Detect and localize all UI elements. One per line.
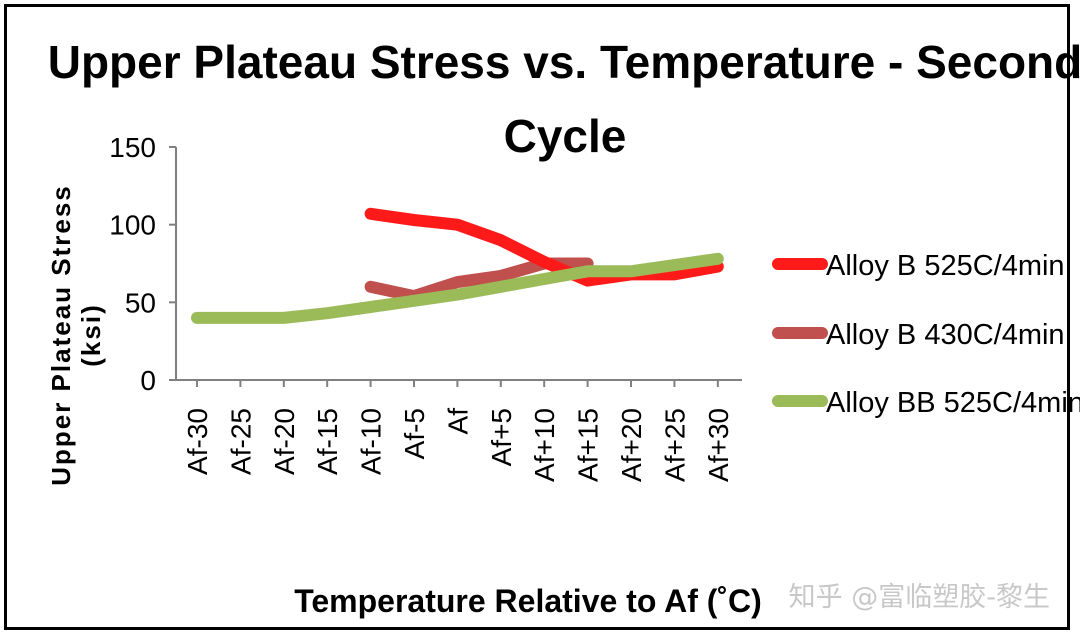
y-axis-title-line-1: Upper Plateau Stress xyxy=(46,184,76,486)
x-tick-label: Af+30 xyxy=(703,408,734,482)
legend-label-2: Alloy BB 525C/4min xyxy=(826,387,1080,419)
x-tick-label: Af-30 xyxy=(182,408,213,475)
chart-frame xyxy=(4,4,1070,630)
x-tick-label: Af-25 xyxy=(225,408,256,475)
y-tick-label: 50 xyxy=(125,287,156,318)
x-tick-label: Af-15 xyxy=(312,408,343,475)
watermark-text: 知乎 @富临塑胶-黎生 xyxy=(789,582,1050,613)
x-tick-label: Af+15 xyxy=(573,408,604,482)
y-tick-group: 0 50 100 150 xyxy=(109,132,176,396)
x-tick-label: Af+10 xyxy=(529,408,560,482)
chart-title-line-2: Cycle xyxy=(504,110,627,162)
x-tick-label: Af+25 xyxy=(659,408,690,482)
series-line-2 xyxy=(191,252,724,324)
x-tick-label: Af-20 xyxy=(269,408,300,475)
legend-label-1: Alloy B 430C/4min xyxy=(826,319,1065,351)
legend: Alloy B 525C/4min Alloy B 430C/4min Alloy … xyxy=(772,250,1080,419)
x-tick-label: Af+5 xyxy=(486,408,517,466)
x-tick-group: Af-30 Af-25 Af-20 Af-15 Af-10 Af-5 Af Af+5 Af+10… xyxy=(182,380,734,482)
chart-title-line-1: Upper Plateau Stress vs. Temperature - S… xyxy=(48,36,1080,88)
x-tick-label: Af xyxy=(442,408,473,435)
x-tick-label: Af-5 xyxy=(399,408,430,459)
y-tick-label: 150 xyxy=(109,132,156,163)
y-axis-title-line-2: (ksi) xyxy=(76,303,106,366)
x-tick-label: Af+20 xyxy=(616,408,647,482)
series-line-0 xyxy=(364,207,724,287)
y-tick-label: 100 xyxy=(109,210,156,241)
x-axis-title: Temperature Relative to Af (˚C) xyxy=(294,583,762,619)
series-group xyxy=(191,207,724,324)
legend-label-0: Alloy B 525C/4min xyxy=(826,250,1065,282)
x-tick-label: Af-10 xyxy=(356,408,387,475)
y-tick-label: 0 xyxy=(140,365,156,396)
